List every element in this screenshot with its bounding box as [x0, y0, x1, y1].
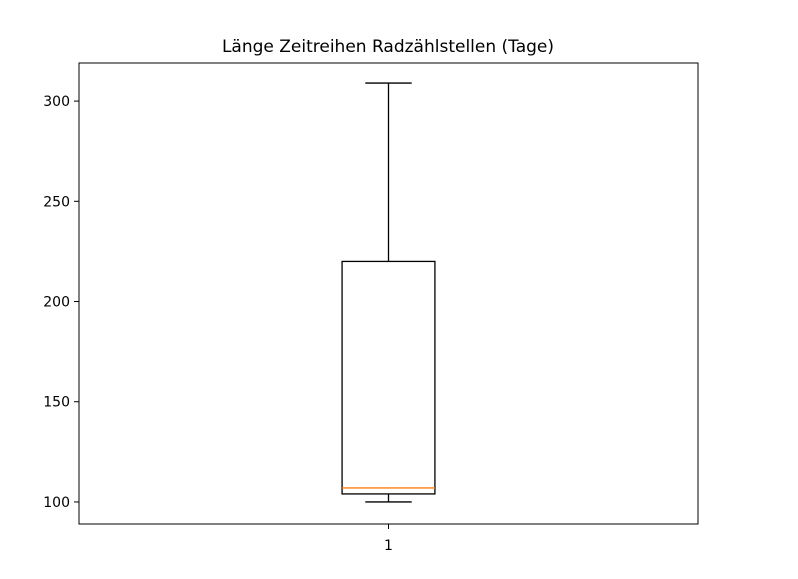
- y-tick-label: 100: [43, 495, 70, 511]
- y-tick-label: 250: [43, 194, 70, 210]
- x-axis: 1: [384, 524, 393, 554]
- chart-title: Länge Zeitreihen Radzählstellen (Tage): [222, 37, 554, 57]
- plot-frame: [78, 62, 699, 525]
- box-series: [341, 82, 436, 503]
- x-tick-label: 1: [384, 538, 393, 554]
- y-tick-label: 200: [43, 295, 70, 311]
- y-tick-label: 150: [43, 395, 70, 411]
- box-iqr: [341, 260, 436, 495]
- y-axis: 100 150 200 250 300: [43, 94, 79, 511]
- y-tick-label: 300: [43, 94, 70, 110]
